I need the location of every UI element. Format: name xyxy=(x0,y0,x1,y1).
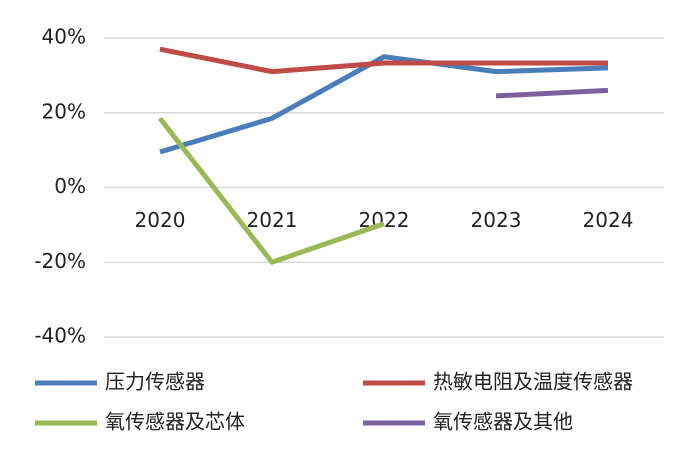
series-line xyxy=(159,46,608,75)
series-line xyxy=(159,54,609,155)
y-tick-label: -20% xyxy=(34,249,86,273)
y-tick-label: 0% xyxy=(54,174,86,198)
x-tick-label: 2020 xyxy=(135,208,186,232)
legend-label: 热敏电阻及温度传感器 xyxy=(433,370,633,394)
y-tick-label: -40% xyxy=(34,324,86,348)
series-line xyxy=(495,87,609,99)
y-tick-label: 40% xyxy=(42,25,86,49)
y-tick-label: 20% xyxy=(42,99,86,123)
x-tick-label: 2024 xyxy=(583,208,634,232)
legend-label: 氧传感器及芯体 xyxy=(105,410,245,434)
legend-label: 压力传感器 xyxy=(105,370,205,394)
x-tick-label: 2021 xyxy=(247,208,298,232)
x-tick-label: 2023 xyxy=(471,208,522,232)
series-line xyxy=(158,116,385,265)
legend-label: 氧传感器及其他 xyxy=(433,410,573,434)
